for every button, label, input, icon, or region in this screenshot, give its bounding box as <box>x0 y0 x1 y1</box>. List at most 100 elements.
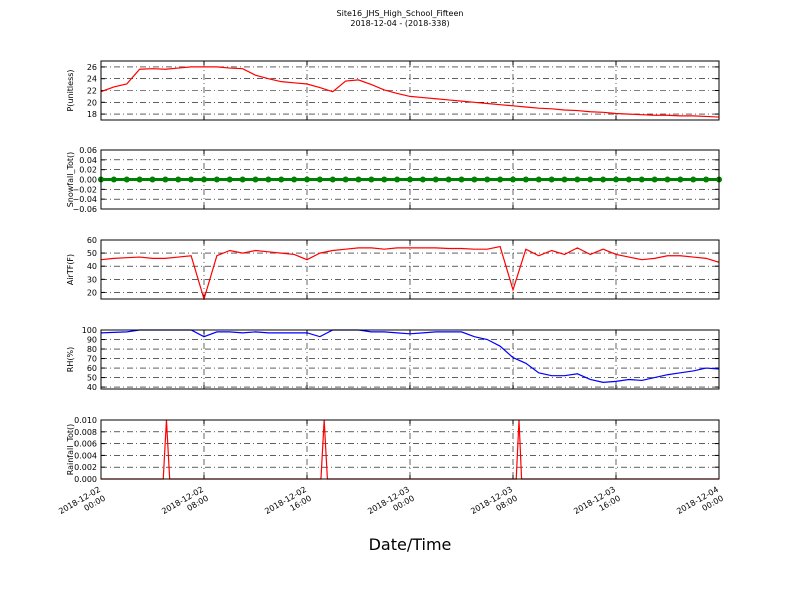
data-point <box>561 176 568 183</box>
x-tick-label: 2018-12-0316:00 <box>572 485 622 525</box>
chart-title: Site16_JHS_High_School_Fifteen <box>337 9 464 18</box>
x-tick-label: 2018-12-0200:00 <box>57 485 107 525</box>
data-point <box>484 176 491 183</box>
data-point <box>201 176 207 183</box>
data-point <box>188 176 195 183</box>
y-tick-label: 30 <box>87 275 97 284</box>
data-point <box>664 176 671 183</box>
data-point <box>574 176 581 183</box>
x-tick-label: 2018-12-0308:00 <box>469 485 519 525</box>
data-point <box>355 176 362 183</box>
data-point <box>535 176 542 183</box>
data-point <box>368 176 375 183</box>
data-point <box>677 176 684 183</box>
data-point <box>291 176 298 183</box>
plot-frame <box>100 239 720 300</box>
y-tick-label: 90 <box>87 336 97 345</box>
y-tick-label: 100 <box>82 326 97 335</box>
data-point <box>625 176 632 183</box>
x-tick-label: 2018-12-0208:00 <box>160 485 210 525</box>
y-tick-label: −0.04 <box>72 195 97 204</box>
y-tick-label: 40 <box>87 383 97 392</box>
y-tick-label: 80 <box>87 345 97 354</box>
data-point <box>497 176 504 183</box>
y-tick-label: 50 <box>87 249 97 258</box>
plot-frame <box>100 149 720 210</box>
y-tick-label: 0.02 <box>79 166 97 175</box>
plot-frame <box>100 60 720 121</box>
data-point <box>252 176 259 183</box>
x-tick-label: 2018-12-0400:00 <box>675 485 725 525</box>
data-point <box>239 176 246 183</box>
y-tick-label: 40 <box>87 262 97 271</box>
y-tick-label: 60 <box>87 236 97 245</box>
data-point <box>613 176 619 183</box>
data-point <box>278 176 285 183</box>
data-point <box>226 176 233 183</box>
y-tick-label: 22 <box>87 87 97 96</box>
data-point <box>432 176 439 183</box>
data-point <box>445 176 452 183</box>
data-line <box>101 66 719 118</box>
data-point <box>342 176 349 183</box>
data-point <box>690 176 697 183</box>
plot-frame <box>100 329 720 390</box>
data-point <box>522 176 529 183</box>
data-point <box>407 176 413 183</box>
y-tick-label: −0.06 <box>72 205 97 214</box>
data-point <box>600 176 607 183</box>
chart-subtitle: 2018-12-04 - (2018-338) <box>350 19 449 28</box>
y-tick-label: 0.06 <box>79 146 97 155</box>
y-tick-label: 0.04 <box>79 156 97 165</box>
data-line <box>101 329 719 383</box>
y-tick-label: 0.002 <box>74 463 97 472</box>
data-point <box>510 176 516 183</box>
data-point <box>265 176 272 183</box>
data-point <box>703 176 710 183</box>
y-tick-label: 0.000 <box>74 475 97 484</box>
data-point <box>136 176 143 183</box>
data-point <box>471 176 478 183</box>
y-axis-label: RH(%) <box>66 347 75 372</box>
data-point <box>381 176 388 183</box>
data-point <box>149 176 156 183</box>
y-tick-label: −0.02 <box>72 185 97 194</box>
data-point <box>394 176 401 183</box>
data-point <box>587 176 594 183</box>
y-tick-label: 70 <box>87 355 97 364</box>
y-tick-label: 0.004 <box>74 451 97 460</box>
y-tick-label: 26 <box>87 63 97 72</box>
data-point <box>304 176 310 183</box>
y-tick-label: 60 <box>87 364 97 373</box>
data-point <box>316 176 323 183</box>
data-point <box>419 176 426 183</box>
y-tick-label: 18 <box>87 110 97 119</box>
y-tick-label: 0.010 <box>74 416 97 425</box>
y-tick-label: 24 <box>87 75 97 84</box>
y-tick-label: 0.00 <box>79 176 97 185</box>
y-axis-label: Snowfall_Tot() <box>66 152 75 208</box>
y-tick-label: 0.008 <box>74 428 97 437</box>
y-axis-label: AirTF(F) <box>66 254 75 285</box>
x-tick-label: 2018-12-0300:00 <box>366 485 416 525</box>
y-tick-label: 20 <box>87 288 97 297</box>
data-point <box>651 176 658 183</box>
data-point <box>162 176 169 183</box>
y-tick-label: 20 <box>87 98 97 107</box>
y-axis-label: P(unitless) <box>66 69 75 111</box>
x-tick-label: 2018-12-0216:00 <box>263 485 313 525</box>
data-point <box>548 176 555 183</box>
data-point <box>123 176 130 183</box>
y-tick-label: 50 <box>87 374 97 383</box>
data-point <box>110 176 117 183</box>
data-point <box>329 176 336 183</box>
x-axis-label: Date/Time <box>369 535 452 554</box>
data-point <box>458 176 465 183</box>
plot-frame <box>100 419 720 480</box>
y-axis-label: Rainfall_Tot() <box>66 424 75 476</box>
data-point <box>175 176 182 183</box>
data-point <box>638 176 645 183</box>
y-tick-label: 0.006 <box>74 440 97 449</box>
data-point <box>213 176 220 183</box>
